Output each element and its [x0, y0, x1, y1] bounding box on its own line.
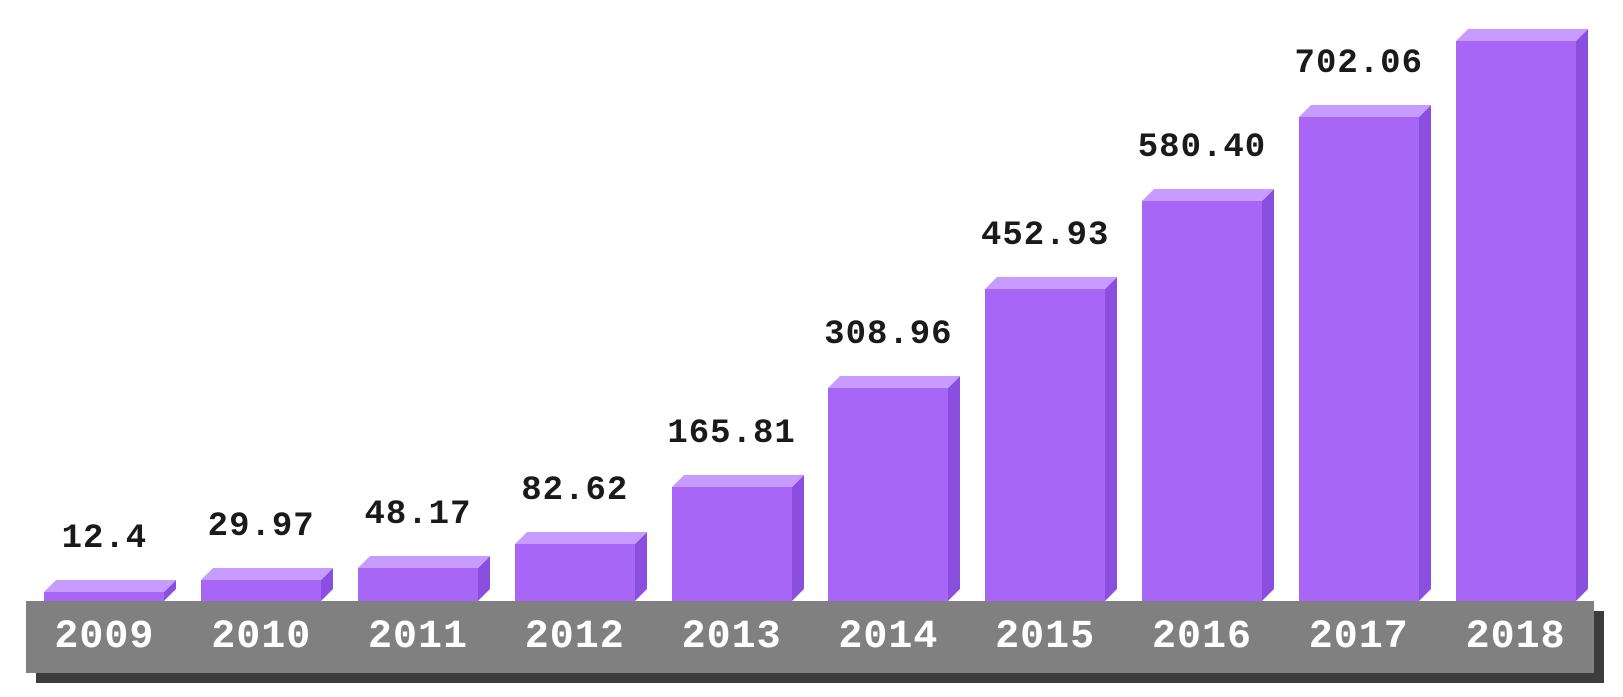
x-axis-label: 2016	[1124, 615, 1281, 660]
bar-value-label: 452.93	[981, 217, 1109, 255]
bar-value-label: 48.17	[364, 496, 471, 534]
bar-side-face	[1262, 189, 1274, 601]
bar-value-label: 165.81	[667, 415, 795, 453]
x-axis-label: 2011	[340, 615, 497, 660]
bar-top-face	[358, 556, 490, 568]
bar-top-face	[44, 580, 176, 592]
bar-value-label: 12.4	[62, 520, 148, 558]
bar-value-label: 82.62	[521, 472, 628, 510]
bar-top-face	[1456, 29, 1588, 41]
x-axis-label: 2013	[653, 615, 810, 660]
bar-slot: 452.93	[967, 41, 1124, 601]
bar: 82.62	[515, 544, 635, 601]
bar-top-face	[985, 277, 1117, 289]
bar-slot: 48.17	[340, 41, 497, 601]
bar-front-face	[515, 544, 635, 601]
x-axis-label: 2017	[1280, 615, 1437, 660]
bar-slot: 165.81	[653, 41, 810, 601]
bar-side-face	[948, 376, 960, 601]
bar-front-face	[44, 592, 164, 601]
bar-slot: 702.06	[1280, 41, 1437, 601]
bar-top-face	[672, 475, 804, 487]
bar-top-face	[201, 568, 333, 580]
x-axis-label: 2010	[183, 615, 340, 660]
bar-value-label: 812.67	[1451, 0, 1579, 7]
bar-front-face	[358, 568, 478, 601]
bar-slot: 308.96	[810, 41, 967, 601]
bar-side-face	[1576, 29, 1588, 601]
bar-side-face	[792, 475, 804, 601]
bar: 12.4	[44, 592, 164, 601]
bar-value-label: 29.97	[208, 508, 315, 546]
bar-side-face	[1419, 105, 1431, 601]
x-axis-label: 2014	[810, 615, 967, 660]
bar: 702.06	[1299, 117, 1419, 601]
bar-front-face	[1299, 117, 1419, 601]
bar-slot: 29.97	[183, 41, 340, 601]
bar-side-face	[1105, 277, 1117, 601]
bar-top-face	[1142, 189, 1274, 201]
bar-front-face	[201, 580, 321, 601]
bar-slot: 812.67	[1437, 41, 1594, 601]
bar: 580.40	[1142, 201, 1262, 601]
x-axis-label: 2015	[967, 615, 1124, 660]
x-axis-label: 2012	[496, 615, 653, 660]
bar: 308.96	[828, 388, 948, 601]
bar: 29.97	[201, 580, 321, 601]
bar-slot: 580.40	[1124, 41, 1281, 601]
bar-front-face	[985, 289, 1105, 601]
x-axis-strip: 2009201020112012201320142015201620172018	[26, 601, 1594, 673]
bar-value-label: 580.40	[1138, 129, 1266, 167]
bar-value-label: 702.06	[1295, 45, 1423, 83]
x-axis-label: 2009	[26, 615, 183, 660]
bar-value-label: 308.96	[824, 316, 952, 354]
bar-top-face	[1299, 105, 1431, 117]
bar-slot: 82.62	[496, 41, 653, 601]
bar-top-face	[828, 376, 960, 388]
bars-area: 12.4 29.97 48.17 82.62 165.81 308.96 452.93 580…	[26, 41, 1594, 601]
bar-top-face	[515, 532, 647, 544]
bar-slot: 12.4	[26, 41, 183, 601]
bar: 452.93	[985, 289, 1105, 601]
bar-chart-3d: 2009201020112012201320142015201620172018…	[0, 0, 1623, 697]
bar-front-face	[1456, 41, 1576, 601]
bar: 812.67	[1456, 41, 1576, 601]
bar-front-face	[828, 388, 948, 601]
bar: 48.17	[358, 568, 478, 601]
x-axis-label: 2018	[1437, 615, 1594, 660]
bar-front-face	[672, 487, 792, 601]
bar: 165.81	[672, 487, 792, 601]
bar-front-face	[1142, 201, 1262, 601]
